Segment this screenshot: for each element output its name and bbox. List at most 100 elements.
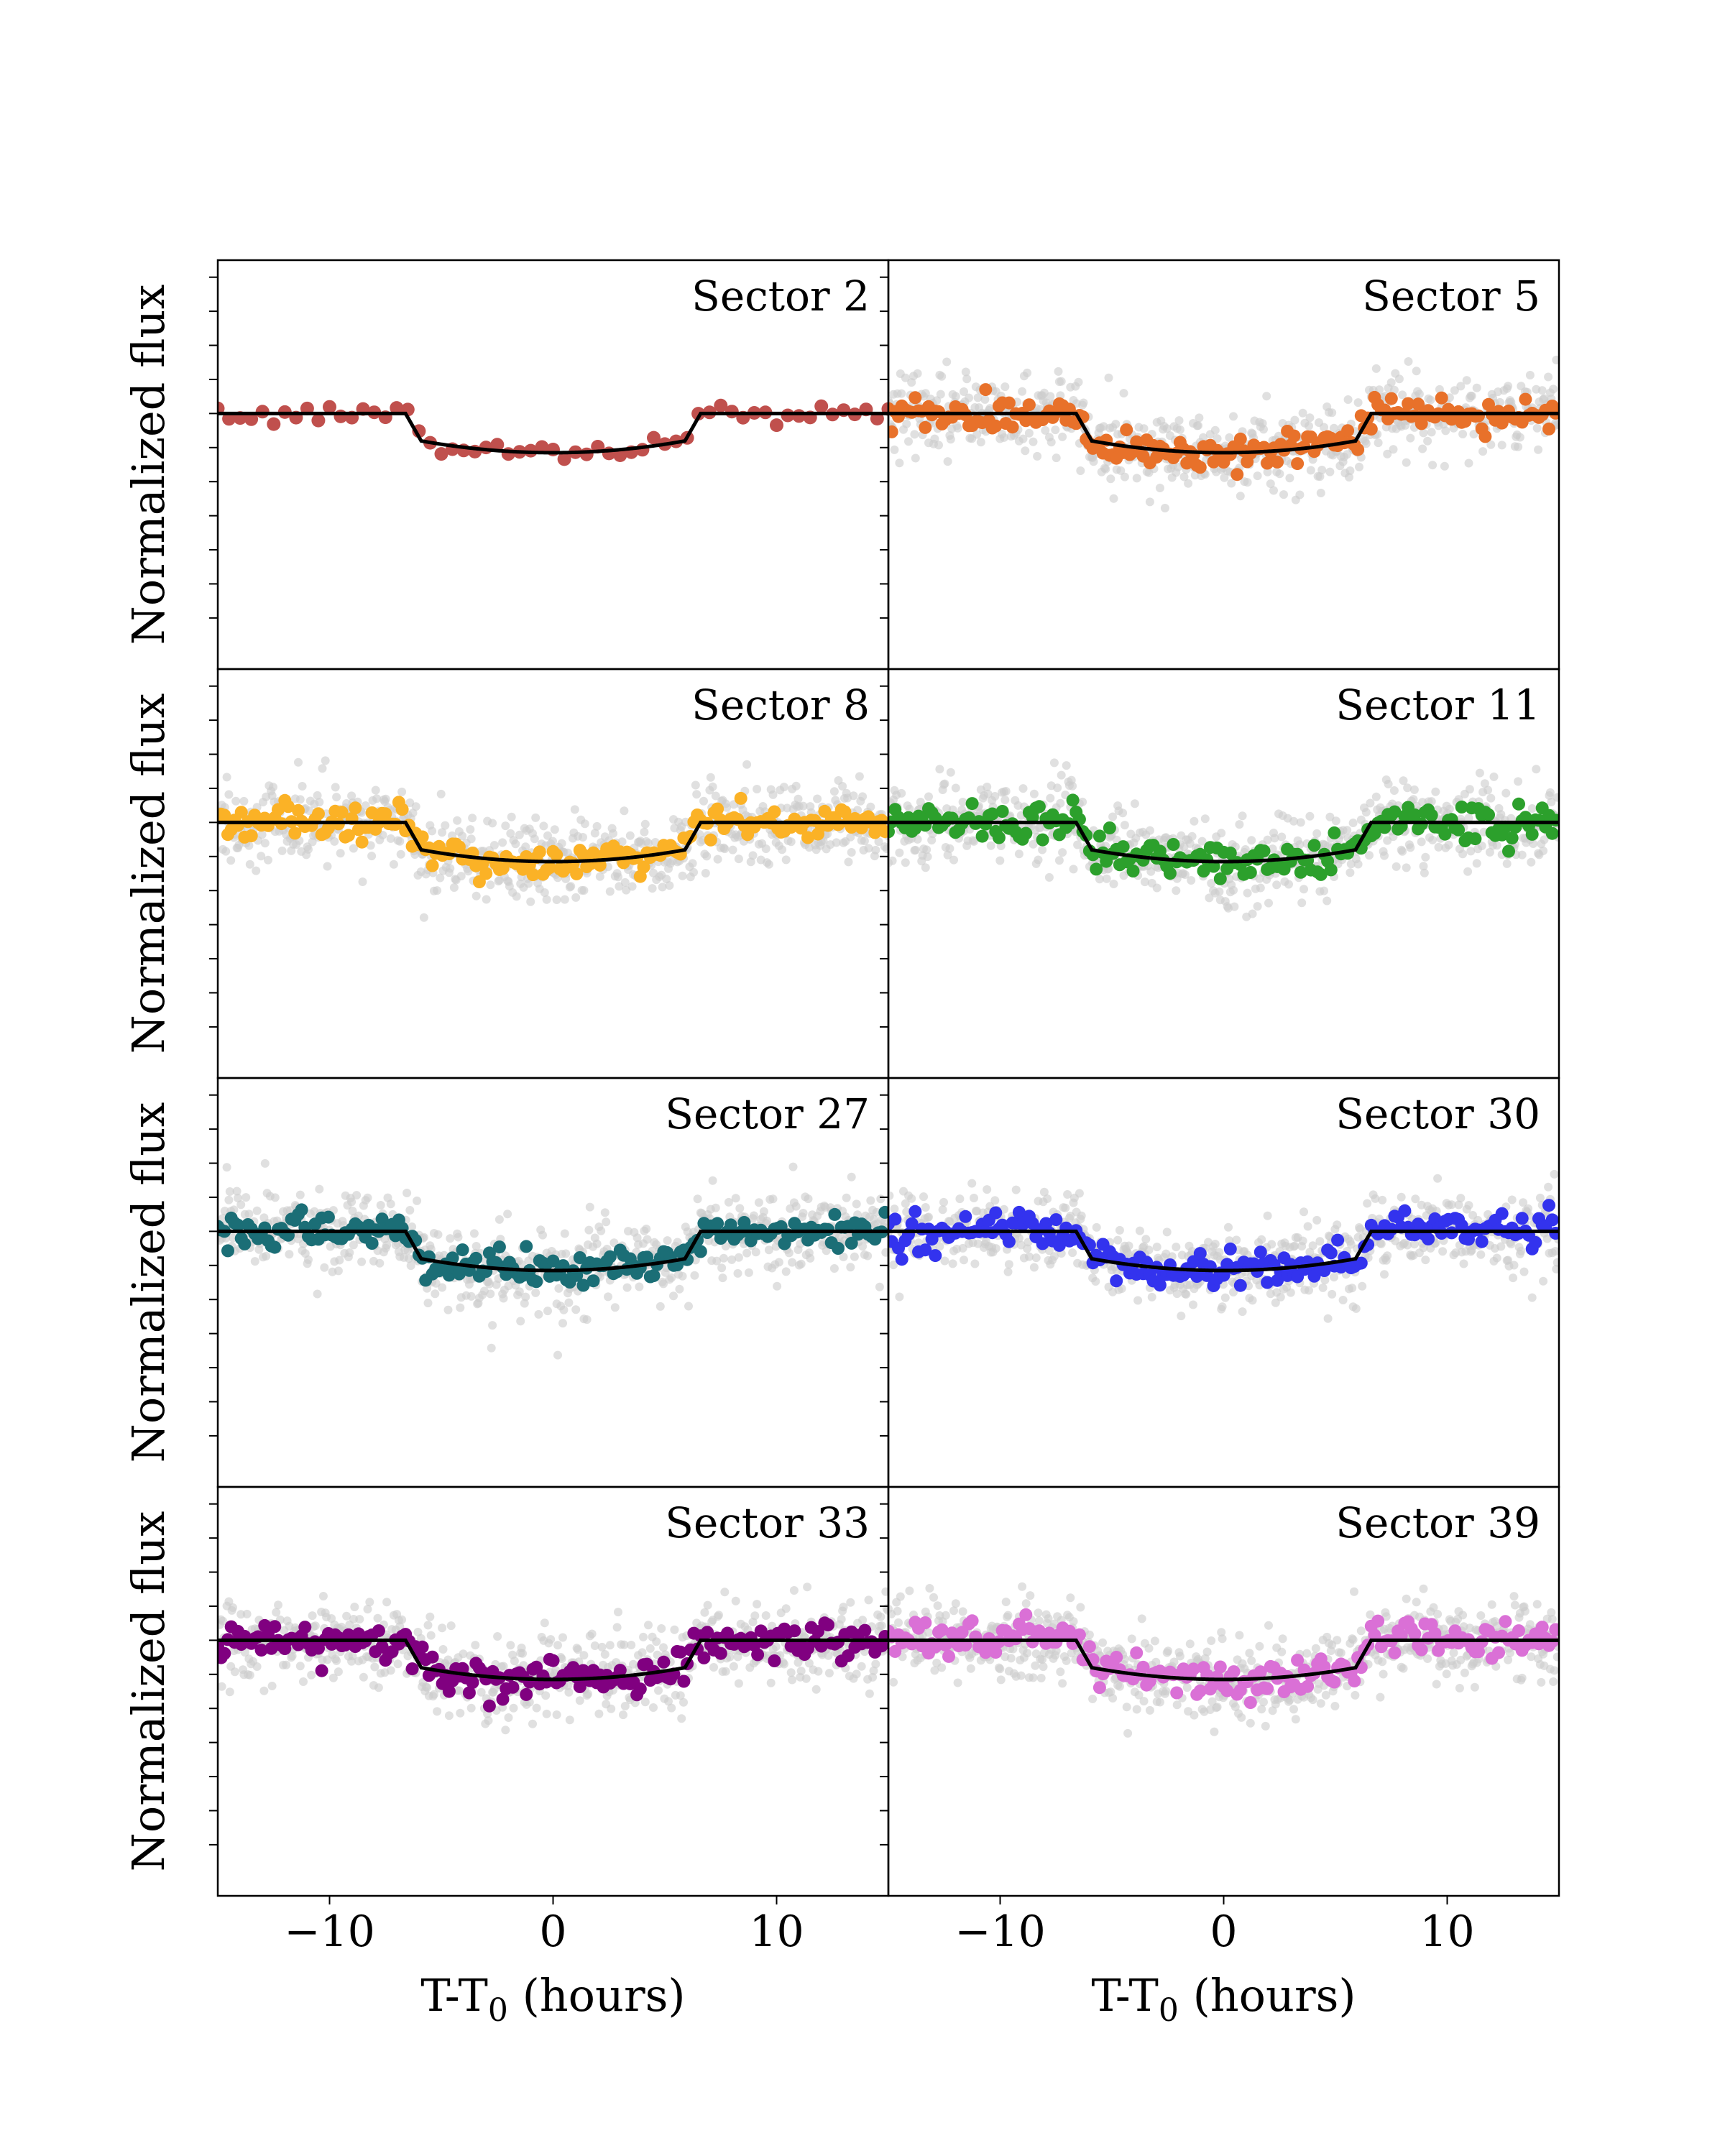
- unbinned-point: [1262, 392, 1271, 401]
- binned-point: [231, 1218, 244, 1232]
- binned-point: [704, 833, 717, 847]
- binned-point: [335, 806, 349, 819]
- unbinned-point: [858, 792, 868, 801]
- binned-point: [222, 412, 236, 426]
- unbinned-point: [564, 1298, 574, 1307]
- binned-point: [711, 1217, 724, 1230]
- unbinned-point: [839, 1253, 848, 1261]
- unbinned-point: [1464, 814, 1473, 823]
- binned-point: [492, 1240, 506, 1254]
- unbinned-point: [794, 794, 803, 803]
- unbinned-point: [1524, 1204, 1533, 1213]
- unbinned-point: [221, 847, 231, 856]
- unbinned-point: [456, 872, 466, 881]
- unbinned-point: [1343, 826, 1352, 835]
- unbinned-point: [1290, 1241, 1300, 1250]
- unbinned-point: [889, 1261, 898, 1270]
- binned-point: [365, 806, 379, 819]
- unbinned-point: [1431, 787, 1440, 796]
- binned-point: [272, 803, 285, 816]
- unbinned-point: [1343, 395, 1353, 404]
- unbinned-point: [332, 1656, 341, 1665]
- unbinned-point: [396, 849, 405, 859]
- unbinned-point: [673, 1238, 682, 1247]
- binned-point: [375, 1212, 389, 1226]
- unbinned-point: [532, 1703, 541, 1713]
- unbinned-point: [1380, 1270, 1389, 1279]
- unbinned-point: [1540, 835, 1549, 844]
- unbinned-point: [565, 1715, 574, 1725]
- unbinned-point: [901, 1199, 910, 1208]
- unbinned-point: [693, 1194, 702, 1204]
- unbinned-point: [257, 830, 267, 839]
- unbinned-point: [874, 837, 883, 847]
- unbinned-point: [376, 1201, 385, 1210]
- unbinned-point: [1279, 490, 1288, 499]
- unbinned-point: [937, 372, 947, 381]
- unbinned-point: [370, 1662, 380, 1672]
- unbinned-point: [1074, 377, 1083, 387]
- unbinned-point: [1545, 788, 1555, 797]
- unbinned-point: [1160, 504, 1169, 512]
- unbinned-point: [234, 1194, 242, 1203]
- unbinned-point: [1440, 461, 1449, 471]
- unbinned-point: [1091, 1277, 1100, 1286]
- unbinned-point: [1229, 412, 1238, 421]
- unbinned-point: [1305, 811, 1315, 821]
- unbinned-point: [654, 1686, 663, 1695]
- unbinned-point: [967, 1179, 977, 1188]
- unbinned-point: [542, 1709, 551, 1718]
- unbinned-point: [1463, 867, 1473, 876]
- unbinned-point: [1537, 386, 1547, 395]
- unbinned-point: [395, 837, 405, 846]
- unbinned-point: [506, 829, 515, 838]
- unbinned-point: [1141, 1235, 1151, 1244]
- unbinned-point: [935, 1242, 944, 1251]
- unbinned-point: [1182, 1290, 1191, 1299]
- binned-point: [312, 807, 325, 821]
- unbinned-point: [781, 855, 791, 865]
- unbinned-point: [607, 1704, 616, 1713]
- unbinned-point: [921, 863, 930, 872]
- unbinned-point: [620, 1640, 629, 1649]
- unbinned-point: [466, 834, 476, 844]
- unbinned-point: [1544, 1182, 1553, 1192]
- binned-point: [1193, 461, 1207, 474]
- unbinned-point: [564, 1681, 572, 1690]
- binned-point: [1425, 808, 1438, 822]
- unbinned-point: [1276, 1292, 1285, 1302]
- panel-label: Sector 30: [1335, 1089, 1540, 1138]
- unbinned-point: [1315, 1237, 1325, 1246]
- unbinned-point: [1306, 466, 1315, 475]
- unbinned-point: [1109, 494, 1118, 503]
- binned-point: [888, 1212, 902, 1226]
- unbinned-point: [389, 860, 398, 869]
- panel-sector-5: Sector 5: [880, 259, 1560, 671]
- unbinned-point: [1392, 862, 1401, 871]
- unbinned-point: [1172, 886, 1181, 895]
- panel-sector-11: Sector 11: [880, 668, 1560, 1079]
- unbinned-point: [751, 1248, 760, 1257]
- unbinned-point: [644, 839, 653, 848]
- unbinned-point: [643, 1235, 652, 1244]
- unbinned-point: [543, 831, 552, 840]
- unbinned-point: [493, 1632, 502, 1641]
- unbinned-point: [270, 1193, 280, 1202]
- unbinned-point: [446, 1234, 455, 1243]
- unbinned-point: [1075, 1189, 1084, 1198]
- unbinned-point: [612, 1623, 622, 1632]
- unbinned-point: [1051, 425, 1060, 435]
- binned-point: [919, 1243, 932, 1257]
- unbinned-point: [1286, 1288, 1295, 1297]
- unbinned-point: [1272, 880, 1282, 890]
- unbinned-point: [888, 1191, 894, 1200]
- unbinned-point: [784, 1248, 794, 1258]
- unbinned-point: [373, 1613, 382, 1623]
- unbinned-point: [1478, 447, 1488, 456]
- unbinned-point: [735, 1204, 745, 1213]
- unbinned-point: [225, 1187, 234, 1196]
- unbinned-point: [1243, 478, 1252, 487]
- unbinned-point: [970, 837, 978, 846]
- unbinned-point: [788, 1162, 798, 1171]
